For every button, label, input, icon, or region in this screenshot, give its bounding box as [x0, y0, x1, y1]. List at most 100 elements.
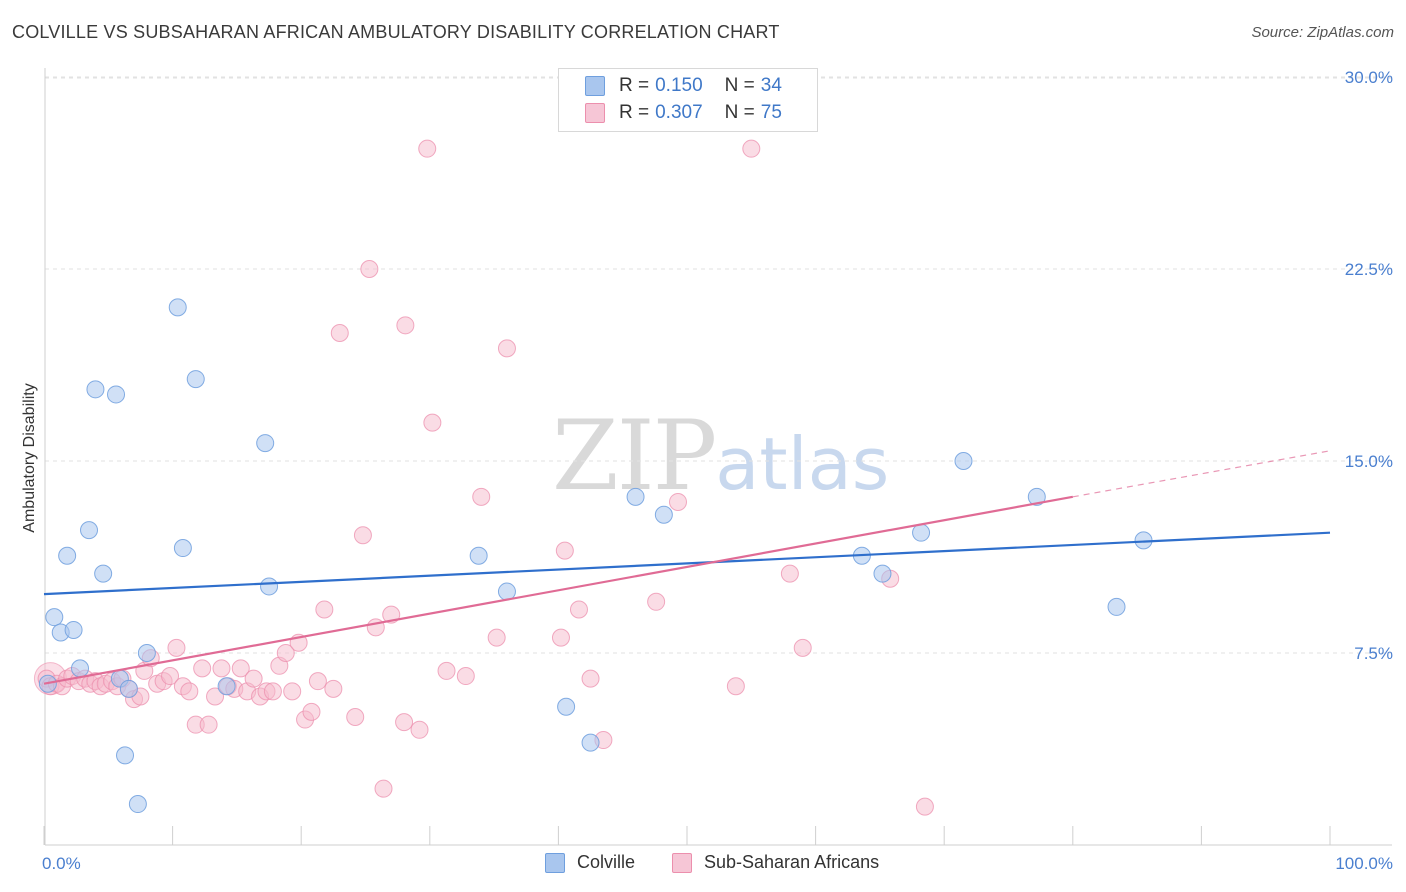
legend-row-ssa: R = 0.307 N = 75 — [585, 101, 782, 125]
ssa-point — [346, 708, 365, 726]
axis-labels: 7.5% 15.0% 22.5% 30.0% 0.0% 100.0% Ambulatory … — [21, 68, 1393, 873]
legend-row-colville: R = 0.150 N = 34 — [585, 74, 782, 98]
ssa-point — [231, 659, 250, 678]
ssa-point — [726, 677, 745, 696]
ssa-point — [315, 600, 334, 619]
ssa-point — [263, 682, 282, 701]
stats-legend: R = 0.150 N = 34 R = 0.307 N = 75 — [558, 68, 818, 132]
ssa-point — [647, 592, 666, 611]
legend-label: Sub-Saharan Africans — [704, 852, 880, 872]
y-tick-label: 30.0% — [1345, 68, 1393, 87]
legend-label: Colville — [577, 852, 636, 872]
ssa-point — [581, 669, 600, 688]
r-value: 0.307 — [655, 102, 703, 123]
y-axis-title: Ambulatory Disability — [21, 383, 38, 532]
ssa-swatch — [672, 852, 692, 873]
colville-point — [107, 385, 126, 404]
grid-lines — [45, 76, 1392, 654]
colville-point — [469, 546, 488, 565]
ssa-point — [302, 702, 321, 721]
ssa-point — [551, 628, 570, 647]
ssa-point — [199, 715, 218, 734]
ssa-point — [395, 713, 414, 732]
colville-point — [128, 795, 147, 814]
ssa-point — [161, 667, 180, 686]
ssa-point — [456, 667, 475, 686]
ssa-point — [668, 492, 687, 511]
ssa-point — [276, 644, 295, 662]
series-legend: Colville Sub-Saharan Africans — [0, 852, 1406, 878]
ssa-point — [418, 139, 437, 158]
ssa-point — [915, 797, 934, 816]
colville-point — [217, 677, 236, 696]
colville-point — [64, 620, 83, 639]
data-points — [33, 139, 1153, 816]
ssa-point — [324, 679, 343, 698]
colville-point — [86, 380, 105, 399]
ssa-point — [283, 682, 302, 701]
colville-point — [94, 564, 113, 583]
ssa-point — [374, 779, 393, 798]
axes — [43, 68, 1392, 846]
ssa-point — [308, 672, 327, 691]
colville-point — [173, 539, 192, 558]
ssa-point — [360, 260, 379, 278]
colville-point — [116, 746, 135, 765]
colville-point — [71, 659, 90, 678]
ssa-point — [244, 669, 263, 688]
ssa-point — [780, 564, 799, 583]
ssa-point — [396, 316, 415, 335]
colville-point — [119, 679, 138, 698]
ssa-point — [569, 600, 588, 619]
colville-point — [626, 487, 645, 506]
y-tick-label: 15.0% — [1345, 452, 1393, 471]
ssa-trend-line — [43, 495, 1073, 685]
colville-point — [45, 608, 64, 627]
ssa-point — [193, 659, 212, 678]
y-tick-label: 7.5% — [1354, 644, 1393, 663]
r-label: R = — [619, 75, 650, 96]
ssa-point — [180, 682, 199, 701]
source-label: Source: ZipAtlas.com — [1251, 24, 1394, 41]
ssa-point — [212, 659, 231, 678]
colville-point — [557, 697, 576, 716]
colville-point — [581, 733, 600, 752]
colville-point — [954, 452, 973, 470]
colville-swatch — [585, 76, 605, 96]
colville-point — [260, 577, 279, 596]
ssa-trend-extension — [1072, 450, 1331, 498]
colville-point — [1107, 597, 1126, 616]
ssa-point — [330, 324, 349, 342]
ssa-swatch — [585, 103, 605, 123]
colville-point — [168, 298, 187, 317]
r-label: R = — [619, 102, 650, 123]
colville-trend-line — [43, 531, 1331, 596]
legend-item-colville[interactable]: Colville — [545, 852, 635, 873]
ssa-point — [437, 661, 456, 680]
legend-item-ssa[interactable]: Sub-Saharan Africans — [672, 852, 879, 873]
colville-point — [256, 434, 275, 453]
ssa-point — [487, 628, 506, 647]
n-label: N = — [724, 102, 755, 123]
colville-swatch — [545, 852, 565, 873]
r-value: 0.150 — [655, 75, 703, 96]
colville-point — [873, 564, 892, 583]
ssa-point — [410, 720, 429, 739]
colville-point — [186, 370, 205, 389]
ssa-point — [742, 139, 761, 158]
chart-title: COLVILLE VS SUBSAHARAN AFRICAN AMBULATOR… — [12, 22, 780, 42]
ssa-point — [206, 687, 225, 706]
n-value: 34 — [760, 75, 782, 96]
watermark-atlas: atlas — [715, 422, 890, 506]
ssa-point — [423, 413, 442, 432]
colville-point — [80, 521, 99, 540]
trend-lines — [43, 450, 1331, 685]
ssa-point — [353, 526, 372, 545]
colville-point — [1027, 487, 1046, 506]
ssa-point — [167, 638, 186, 657]
y-tick-label: 22.5% — [1345, 260, 1393, 279]
ssa-point — [497, 339, 516, 358]
colville-point — [912, 523, 931, 542]
x-tick-label: 0.0% — [42, 854, 81, 873]
